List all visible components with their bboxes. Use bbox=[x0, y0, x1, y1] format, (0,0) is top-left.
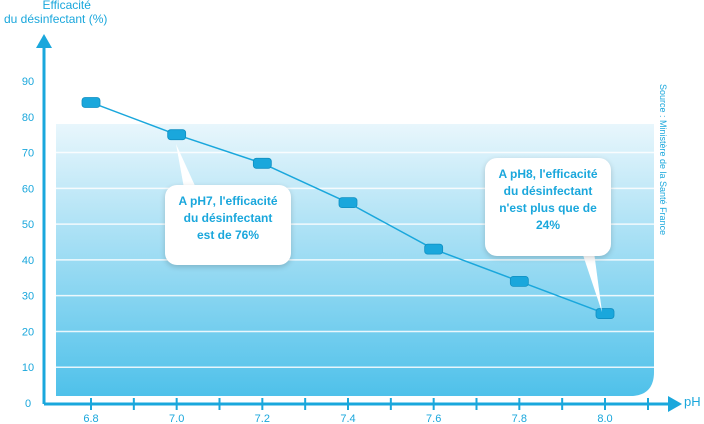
x-tick-label-7.4: 7.4 bbox=[340, 413, 355, 424]
x-tick-label-8.0: 8.0 bbox=[597, 413, 612, 424]
axes bbox=[36, 34, 682, 412]
callout-ph8-pointer bbox=[582, 252, 602, 312]
annotation-ph8-line3: n'est plus que de bbox=[499, 201, 597, 215]
annotation-ph7-line3: est de 76% bbox=[196, 228, 260, 242]
source-note: Source : Ministère de la Santé France bbox=[658, 84, 668, 236]
y-tick-label-10: 10 bbox=[22, 362, 34, 374]
annotation-ph8: A pH8, l'efficacité du désinfectant n'es… bbox=[485, 158, 611, 256]
annotation-ph8-line2: du désinfectant bbox=[503, 184, 593, 198]
data-point-7.6 bbox=[424, 243, 444, 255]
y-axis-title: Efficacité du désinfectant (%) bbox=[4, 0, 107, 26]
x-tick-label-6.8: 6.8 bbox=[83, 413, 98, 424]
y-axis-title-line2: du désinfectant (%) bbox=[4, 12, 108, 26]
data-point-6.8 bbox=[81, 97, 101, 108]
annotation-ph7-line2: du désinfectant bbox=[183, 211, 273, 225]
annotation-ph8-line1: A pH8, l'efficacité bbox=[498, 167, 598, 181]
y-tick-label-20: 20 bbox=[22, 326, 34, 338]
y-tick-label-50: 50 bbox=[22, 219, 34, 231]
callout-pointers bbox=[176, 144, 602, 312]
data-point-8 bbox=[595, 308, 615, 319]
data-point-7.2 bbox=[252, 157, 272, 169]
data-point-7.4 bbox=[338, 197, 358, 209]
y-tick-label-70: 70 bbox=[22, 148, 34, 160]
x-axis-arrow bbox=[668, 396, 682, 412]
annotation-ph7: A pH7, l'efficacité du désinfectant est … bbox=[165, 185, 291, 265]
y-tick-label-40: 40 bbox=[22, 255, 34, 267]
y-tick-label-0: 0 bbox=[25, 398, 31, 410]
y-axis-title-line1: Efficacité bbox=[42, 0, 91, 12]
annotation-ph7-line1: A pH7, l'efficacité bbox=[178, 194, 278, 208]
x-tick-label-7.8: 7.8 bbox=[512, 413, 527, 424]
data-point-7 bbox=[167, 129, 187, 141]
data-point-7.8 bbox=[509, 275, 529, 287]
y-axis-arrow bbox=[36, 34, 52, 48]
series-efficacite bbox=[81, 97, 615, 319]
grid bbox=[56, 151, 654, 368]
y-tick-label-30: 30 bbox=[22, 291, 34, 303]
annotation-ph8-line4: 24% bbox=[535, 218, 561, 232]
y-tick-label-60: 60 bbox=[22, 183, 34, 195]
x-axis-title: pH bbox=[684, 394, 701, 409]
y-tick-label-80: 80 bbox=[22, 112, 34, 124]
x-tick-label-7.0: 7.0 bbox=[169, 413, 184, 424]
x-tick-labels: 6.8 7.0 7.2 7.4 7.6 7.8 8.0 bbox=[83, 413, 612, 424]
x-tick-label-7.2: 7.2 bbox=[255, 413, 270, 424]
callout-ph7-pointer bbox=[176, 144, 196, 188]
y-tick-labels: 0 10 20 30 40 50 60 70 80 90 bbox=[22, 76, 34, 410]
x-tick-label-7.6: 7.6 bbox=[426, 413, 441, 424]
y-tick-label-90: 90 bbox=[22, 76, 34, 88]
